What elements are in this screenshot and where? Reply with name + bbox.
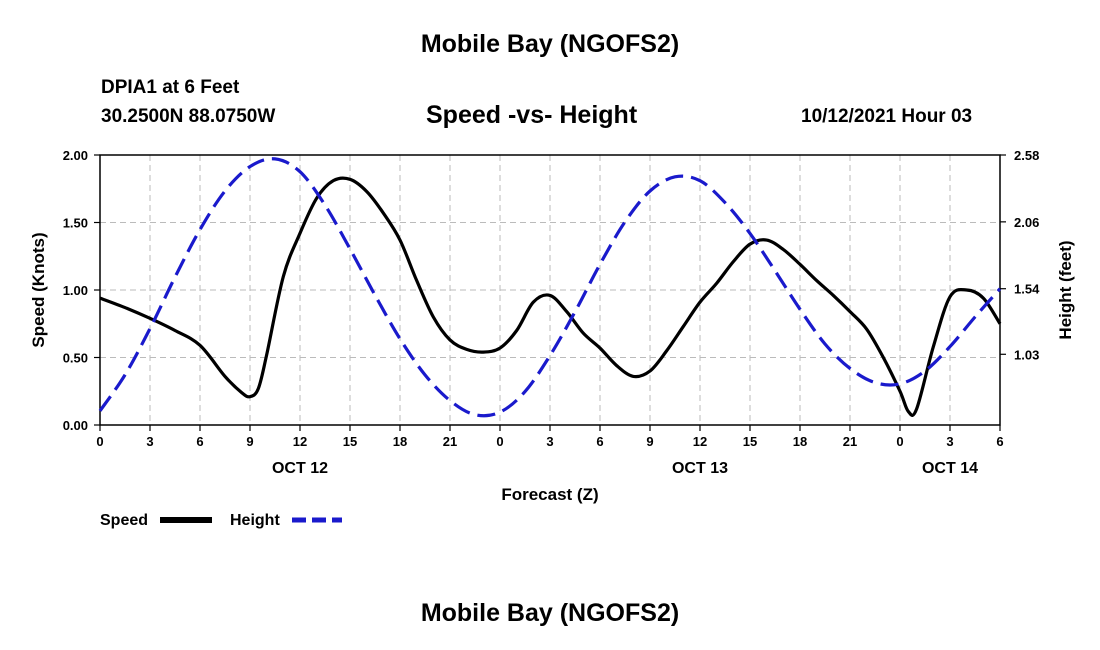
x-tick-label: 0 xyxy=(496,434,503,449)
y-left-tick-label: 1.00 xyxy=(63,283,88,298)
x-tick-label: 15 xyxy=(343,434,357,449)
x-tick-label: 6 xyxy=(596,434,603,449)
x-tick-label: 6 xyxy=(996,434,1003,449)
x-tick-label: 21 xyxy=(443,434,457,449)
series-layer xyxy=(98,157,1002,418)
x-tick-label: 21 xyxy=(843,434,857,449)
y-right-tick-label: 1.03 xyxy=(1014,347,1039,362)
x-tick-label: 9 xyxy=(246,434,253,449)
x-tick-label: 12 xyxy=(693,434,707,449)
x-date-label: OCT 13 xyxy=(672,460,728,477)
legend-speed-label: Speed xyxy=(100,512,148,529)
footer-title: Mobile Bay (NGOFS2) xyxy=(420,599,680,627)
x-axis-label: Forecast (Z) xyxy=(501,485,598,504)
y-right-tick-label: 1.54 xyxy=(1014,282,1040,297)
y-right-tick-label: 2.58 xyxy=(1014,148,1039,163)
legend-height-label: Height xyxy=(230,512,280,529)
x-date-label: OCT 14 xyxy=(922,460,978,477)
x-tick-label: 3 xyxy=(146,434,153,449)
y-right-tick-label: 2.06 xyxy=(1014,215,1039,230)
grid xyxy=(100,155,1000,425)
x-tick-label: 3 xyxy=(546,434,553,449)
chart-title: Mobile Bay (NGOFS2) xyxy=(420,30,680,58)
x-tick-label: 18 xyxy=(393,434,407,449)
legend: Speed Height xyxy=(100,512,342,529)
y-axis-left-label: Speed (Knots) xyxy=(29,232,48,347)
station-label: DPIA1 at 6 Feet xyxy=(101,77,240,98)
y-axis-right-label: Height (feet) xyxy=(1056,240,1075,339)
series-line-speed xyxy=(99,176,1002,417)
x-tick-label: 3 xyxy=(946,434,953,449)
y-left-tick-label: 0.00 xyxy=(63,418,88,433)
x-tick-label: 6 xyxy=(196,434,203,449)
x-tick-label: 15 xyxy=(743,434,757,449)
y-left-tick-label: 2.00 xyxy=(63,148,88,163)
x-tick-label: 9 xyxy=(646,434,653,449)
station-coordinates: 30.2500N 88.0750W xyxy=(101,106,276,127)
y-left-tick-label: 0.50 xyxy=(63,351,88,366)
x-tick-label: 0 xyxy=(896,434,903,449)
series-line-height xyxy=(98,157,1002,418)
y-left-tick-label: 1.50 xyxy=(63,216,88,231)
x-date-label: OCT 12 xyxy=(272,460,328,477)
x-tick-label: 18 xyxy=(793,434,807,449)
axis-ticks: 0 3 6 9 12 15 18 21 0 3 6 9 12 15 18 21 0 3 6 OCT 12 OCT 13 O… xyxy=(63,148,1040,477)
forecast-datetime: 10/12/2021 Hour 03 xyxy=(801,106,973,127)
chart-subtitle: Speed -vs- Height xyxy=(426,101,638,129)
x-tick-label: 12 xyxy=(293,434,307,449)
x-tick-label: 0 xyxy=(96,434,103,449)
